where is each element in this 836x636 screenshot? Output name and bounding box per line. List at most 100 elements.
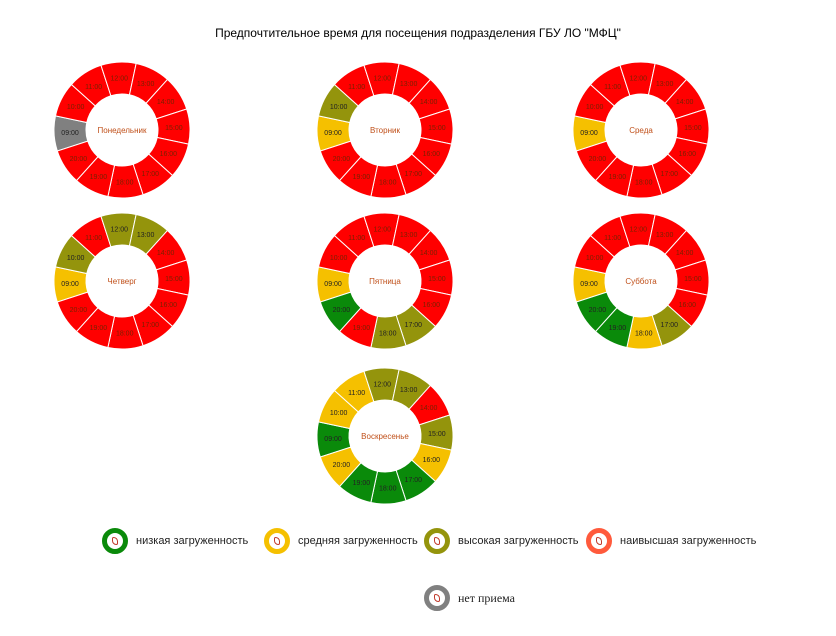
- slice-label: 16:00: [423, 302, 441, 309]
- slice-label: 12:00: [111, 227, 129, 234]
- slice-label: 18:00: [379, 485, 397, 492]
- slice-label: 12:00: [630, 76, 648, 83]
- donut-slice: [319, 140, 362, 182]
- donut-slice: [319, 446, 362, 488]
- legend-item-none: нет приема: [424, 585, 515, 611]
- legend-item-low: низкая загруженность: [102, 528, 248, 554]
- slice-label: 10:00: [586, 255, 604, 262]
- donut-chart: 09:00 10:00 11:00 12:00 13:00 14:00 15:00 16:00…: [53, 212, 191, 350]
- slice-label: 15:00: [165, 125, 183, 132]
- slice-label: 12:00: [374, 382, 392, 389]
- slice-label: 11:00: [604, 235, 621, 242]
- slice-label: 09:00: [324, 436, 342, 443]
- slice-label: 09:00: [61, 130, 79, 137]
- slice-label: 10:00: [67, 104, 85, 111]
- slice-label: 20:00: [333, 307, 351, 314]
- slice-label: 16:00: [423, 457, 441, 464]
- legend-item-high: высокая загруженность: [424, 528, 578, 554]
- slice-label: 15:00: [684, 276, 702, 283]
- slice-label: 17:00: [661, 171, 679, 178]
- slice-label: 16:00: [679, 151, 697, 158]
- legend-label: наивысшая загруженность: [620, 535, 757, 547]
- slice-label: 13:00: [400, 232, 418, 239]
- slice-label: 20:00: [333, 156, 351, 163]
- slice-label: 14:00: [420, 250, 438, 257]
- donut-title: Суббота: [625, 277, 657, 286]
- donut-slice: [56, 291, 99, 333]
- slice-label: 11:00: [348, 390, 365, 397]
- donut-chart: 09:00 10:00 11:00 12:00 13:00 14:00 15:00 16:00…: [316, 367, 454, 505]
- donut-chart: 09:00 10:00 11:00 12:00 13:00 14:00 15:00 16:00…: [316, 61, 454, 199]
- donut-slice: [575, 140, 618, 182]
- slice-label: 19:00: [90, 325, 108, 332]
- slice-label: 16:00: [679, 302, 697, 309]
- slice-label: 14:00: [157, 99, 175, 106]
- slice-label: 11:00: [85, 84, 102, 91]
- slice-label: 13:00: [656, 232, 674, 239]
- slice-label: 10:00: [67, 255, 85, 262]
- slice-label: 17:00: [405, 171, 423, 178]
- slice-label: 19:00: [609, 325, 627, 332]
- slice-label: 17:00: [142, 171, 160, 178]
- donut-slice: [56, 140, 99, 182]
- donut-chart: 09:00 10:00 11:00 12:00 13:00 14:00 15:00 16:00…: [316, 212, 454, 350]
- donut-title: Вторник: [370, 126, 400, 135]
- slice-label: 14:00: [676, 250, 694, 257]
- slice-label: 17:00: [661, 322, 679, 329]
- slice-label: 19:00: [90, 174, 108, 181]
- slice-label: 15:00: [165, 276, 183, 283]
- slice-label: 17:00: [142, 322, 160, 329]
- slice-label: 18:00: [116, 330, 134, 337]
- slice-label: 19:00: [353, 174, 371, 181]
- slice-label: 15:00: [428, 431, 446, 438]
- donut-chart: 09:00 10:00 11:00 12:00 13:00 14:00 15:00 16:00…: [572, 212, 710, 350]
- slice-label: 19:00: [353, 480, 371, 487]
- slice-label: 18:00: [635, 179, 653, 186]
- slice-label: 13:00: [137, 81, 155, 88]
- slice-label: 12:00: [374, 227, 392, 234]
- slice-label: 20:00: [70, 156, 88, 163]
- slice-label: 16:00: [160, 151, 178, 158]
- legend-label: высокая загруженность: [458, 535, 579, 547]
- slice-label: 15:00: [428, 276, 446, 283]
- slice-label: 15:00: [684, 125, 702, 132]
- slice-label: 13:00: [400, 81, 418, 88]
- slice-label: 20:00: [70, 307, 88, 314]
- slice-label: 14:00: [676, 99, 694, 106]
- slice-label: 17:00: [405, 477, 423, 484]
- slice-label: 16:00: [423, 151, 441, 158]
- legend-item-medium: средняя загруженность: [264, 528, 418, 554]
- logo-icon: [424, 585, 450, 611]
- slice-label: 18:00: [379, 330, 397, 337]
- legend-item-highest: наивысшая загруженность: [586, 528, 756, 554]
- legend-label: средняя загруженность: [298, 535, 418, 547]
- slice-label: 11:00: [348, 235, 365, 242]
- legend-label: низкая загруженность: [136, 535, 249, 547]
- donut-title: Среда: [629, 126, 653, 135]
- slice-label: 10:00: [586, 104, 604, 111]
- donut-slice: [319, 291, 362, 333]
- logo-icon: [264, 528, 290, 554]
- logo-icon: [424, 528, 450, 554]
- logo-icon: [586, 528, 612, 554]
- slice-label: 13:00: [656, 81, 674, 88]
- slice-label: 15:00: [428, 125, 446, 132]
- slice-label: 09:00: [580, 130, 598, 137]
- slice-label: 12:00: [111, 76, 129, 83]
- slice-label: 12:00: [630, 227, 648, 234]
- slice-label: 10:00: [330, 255, 348, 262]
- slice-label: 11:00: [85, 235, 102, 242]
- donut-slice: [575, 291, 618, 333]
- slice-label: 13:00: [400, 387, 418, 394]
- slice-label: 18:00: [379, 179, 397, 186]
- slice-label: 14:00: [420, 405, 438, 412]
- donut-title: Понедельник: [98, 126, 147, 135]
- donut-title: Четверг: [107, 277, 136, 286]
- slice-label: 13:00: [137, 232, 155, 239]
- slice-label: 18:00: [635, 330, 653, 337]
- slice-label: 16:00: [160, 302, 178, 309]
- slice-label: 14:00: [157, 250, 175, 257]
- slice-label: 09:00: [324, 130, 342, 137]
- slice-label: 14:00: [420, 99, 438, 106]
